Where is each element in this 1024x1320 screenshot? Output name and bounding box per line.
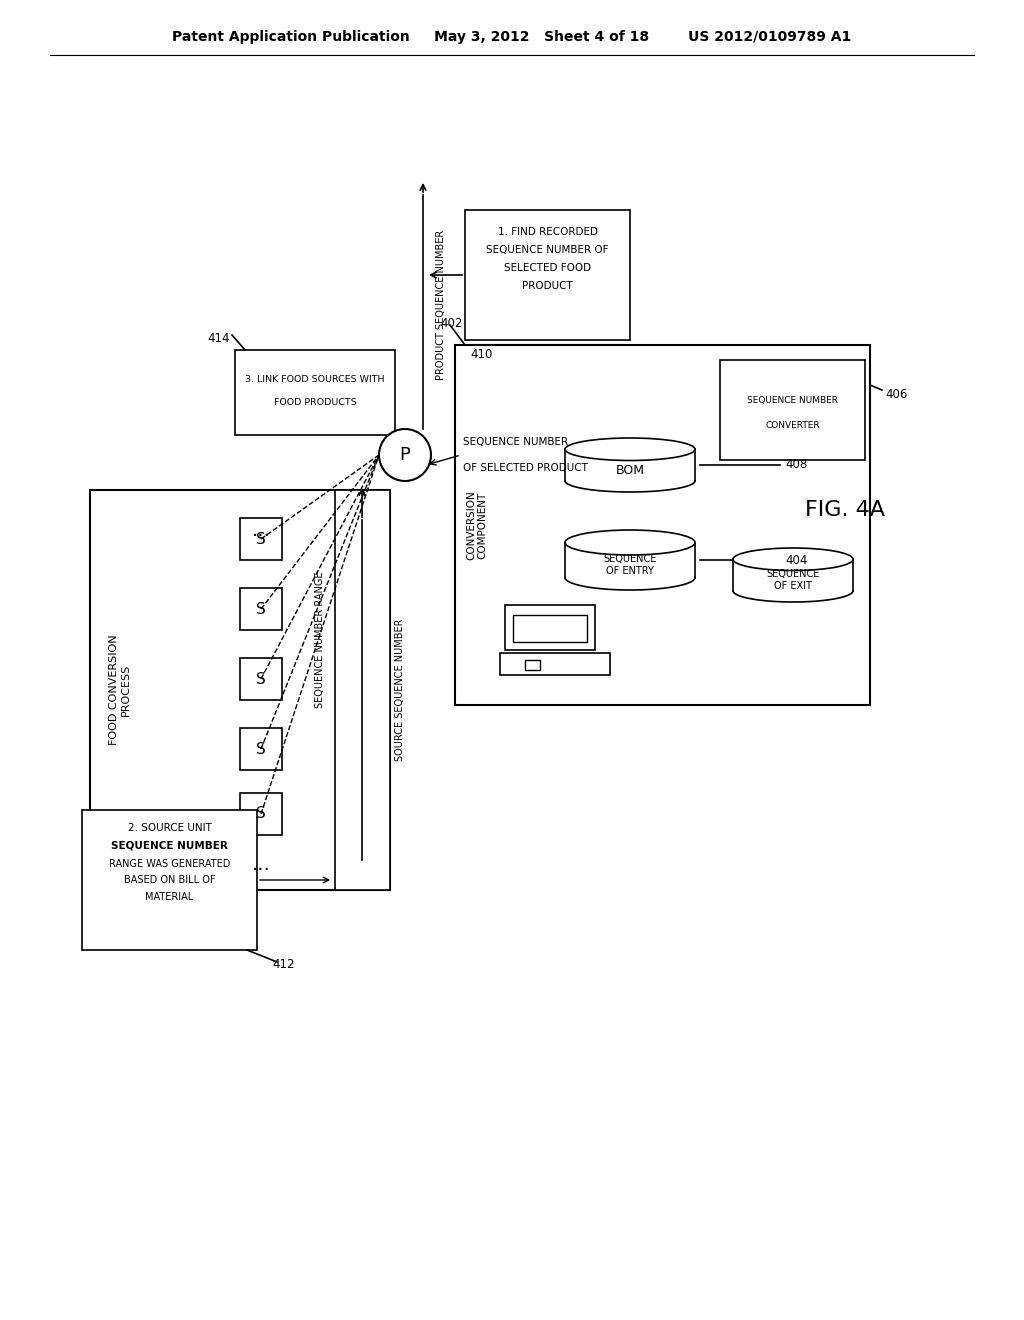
Text: SEQUENCE NUMBER: SEQUENCE NUMBER xyxy=(746,396,838,404)
Text: 408: 408 xyxy=(785,458,807,471)
Ellipse shape xyxy=(379,429,431,480)
Bar xyxy=(733,560,853,591)
Text: S: S xyxy=(256,742,266,756)
Text: Patent Application Publication     May 3, 2012   Sheet 4 of 18        US 2012/01: Patent Application Publication May 3, 20… xyxy=(172,30,852,44)
Text: 410: 410 xyxy=(470,348,493,362)
Text: SOURCE SEQUENCE NUMBER: SOURCE SEQUENCE NUMBER xyxy=(395,619,406,762)
FancyBboxPatch shape xyxy=(525,660,540,671)
Text: FOOD PRODUCTS: FOOD PRODUCTS xyxy=(273,399,356,407)
Bar xyxy=(565,543,695,578)
FancyBboxPatch shape xyxy=(465,210,630,341)
Ellipse shape xyxy=(733,548,853,570)
Ellipse shape xyxy=(565,438,695,461)
Text: 3. LINK FOOD SOURCES WITH: 3. LINK FOOD SOURCES WITH xyxy=(246,375,385,384)
FancyBboxPatch shape xyxy=(82,810,257,950)
Text: PRODUCT: PRODUCT xyxy=(522,281,572,290)
FancyBboxPatch shape xyxy=(720,360,865,459)
Text: 406: 406 xyxy=(885,388,907,401)
Text: 1. FIND RECORDED: 1. FIND RECORDED xyxy=(498,227,597,238)
Text: CONVERTER: CONVERTER xyxy=(765,421,820,429)
Text: S: S xyxy=(256,672,266,686)
FancyBboxPatch shape xyxy=(234,350,395,436)
FancyBboxPatch shape xyxy=(335,490,390,890)
Text: SEQUENCE NUMBER OF: SEQUENCE NUMBER OF xyxy=(486,246,608,255)
Text: BOM: BOM xyxy=(615,463,644,477)
Text: SEQUENCE
OF EXIT: SEQUENCE OF EXIT xyxy=(766,569,819,591)
Text: SEQUENCE NUMBER RANGE: SEQUENCE NUMBER RANGE xyxy=(315,572,325,709)
Text: 2. SOURCE UNIT: 2. SOURCE UNIT xyxy=(128,822,211,833)
Text: MATERIAL: MATERIAL xyxy=(145,892,194,902)
Ellipse shape xyxy=(565,531,695,554)
FancyBboxPatch shape xyxy=(240,793,282,836)
Text: FOOD CONVERSION
PROCESS: FOOD CONVERSION PROCESS xyxy=(110,635,131,746)
Text: PRODUCT SEQUENCE NUMBER: PRODUCT SEQUENCE NUMBER xyxy=(436,230,446,380)
FancyBboxPatch shape xyxy=(455,345,870,705)
FancyBboxPatch shape xyxy=(90,490,390,890)
Text: ...: ... xyxy=(252,520,270,540)
Text: SELECTED FOOD: SELECTED FOOD xyxy=(504,263,591,273)
Text: ...: ... xyxy=(252,855,270,874)
Text: S: S xyxy=(256,532,266,546)
Text: 402: 402 xyxy=(440,317,463,330)
Text: 404: 404 xyxy=(785,553,807,566)
FancyBboxPatch shape xyxy=(513,615,587,642)
Text: 414: 414 xyxy=(208,331,230,345)
Text: 412: 412 xyxy=(272,958,295,972)
Text: P: P xyxy=(399,446,411,465)
Text: FIG. 4A: FIG. 4A xyxy=(805,500,885,520)
Text: SEQUENCE NUMBER: SEQUENCE NUMBER xyxy=(111,841,228,851)
Text: SEQUENCE NUMBER: SEQUENCE NUMBER xyxy=(463,437,568,447)
Text: S: S xyxy=(256,602,266,616)
Text: BASED ON BILL OF: BASED ON BILL OF xyxy=(124,875,215,884)
FancyBboxPatch shape xyxy=(240,657,282,700)
FancyBboxPatch shape xyxy=(500,653,610,675)
Text: S: S xyxy=(256,807,266,821)
FancyBboxPatch shape xyxy=(505,605,595,649)
FancyBboxPatch shape xyxy=(240,729,282,770)
FancyBboxPatch shape xyxy=(240,587,282,630)
Text: SEQUENCE
OF ENTRY: SEQUENCE OF ENTRY xyxy=(603,554,656,576)
FancyBboxPatch shape xyxy=(240,517,282,560)
Text: RANGE WAS GENERATED: RANGE WAS GENERATED xyxy=(109,859,230,869)
Bar xyxy=(565,449,695,480)
Text: OF SELECTED PRODUCT: OF SELECTED PRODUCT xyxy=(463,463,588,473)
Text: CONVERSION
COMPONENT: CONVERSION COMPONENT xyxy=(466,490,487,560)
